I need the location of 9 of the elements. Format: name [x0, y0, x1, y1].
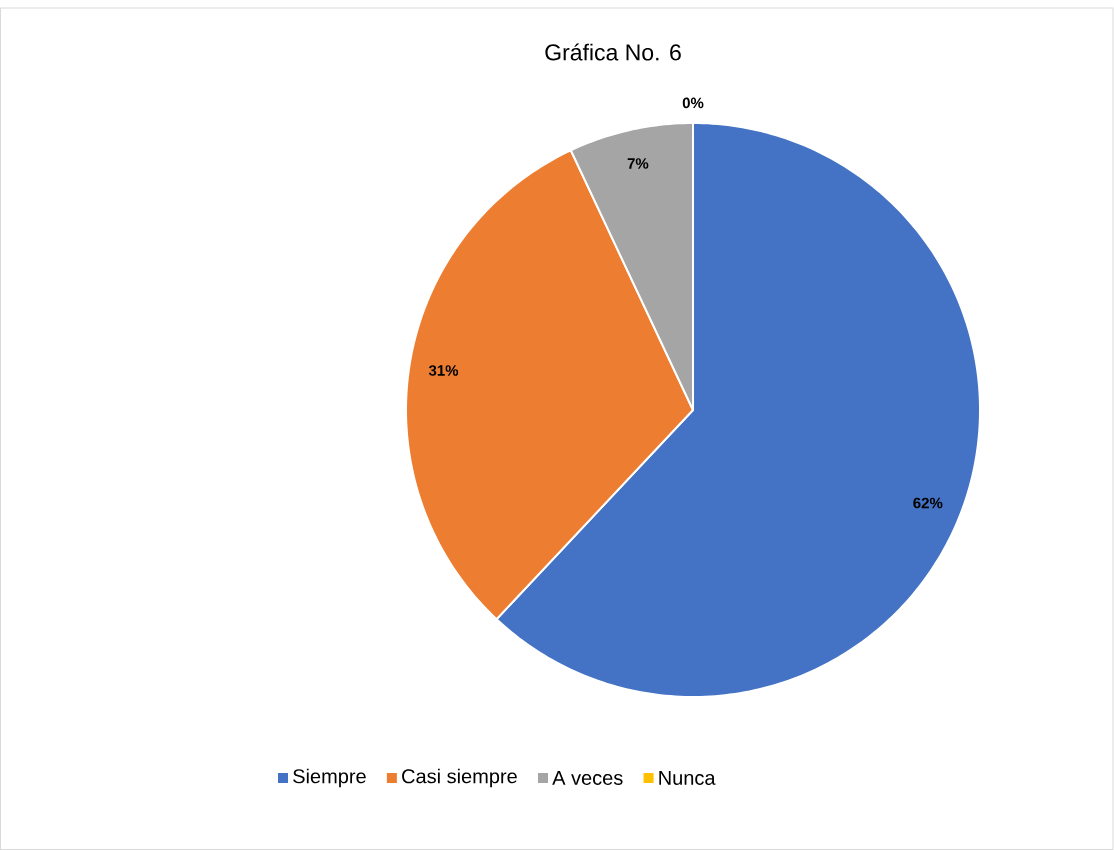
legend-label: A veces — [552, 771, 623, 785]
legend-label: Casi siempre — [402, 768, 517, 788]
legend-label: Siempre — [293, 768, 366, 788]
legend-label: Nunca — [659, 771, 716, 785]
data-label: 31% — [428, 365, 459, 376]
chart-title: Gráfica No. 6 — [545, 43, 681, 61]
text: 0% — [682, 97, 704, 109]
data-label: 62% — [913, 497, 943, 509]
data-label: 7% — [627, 158, 649, 169]
